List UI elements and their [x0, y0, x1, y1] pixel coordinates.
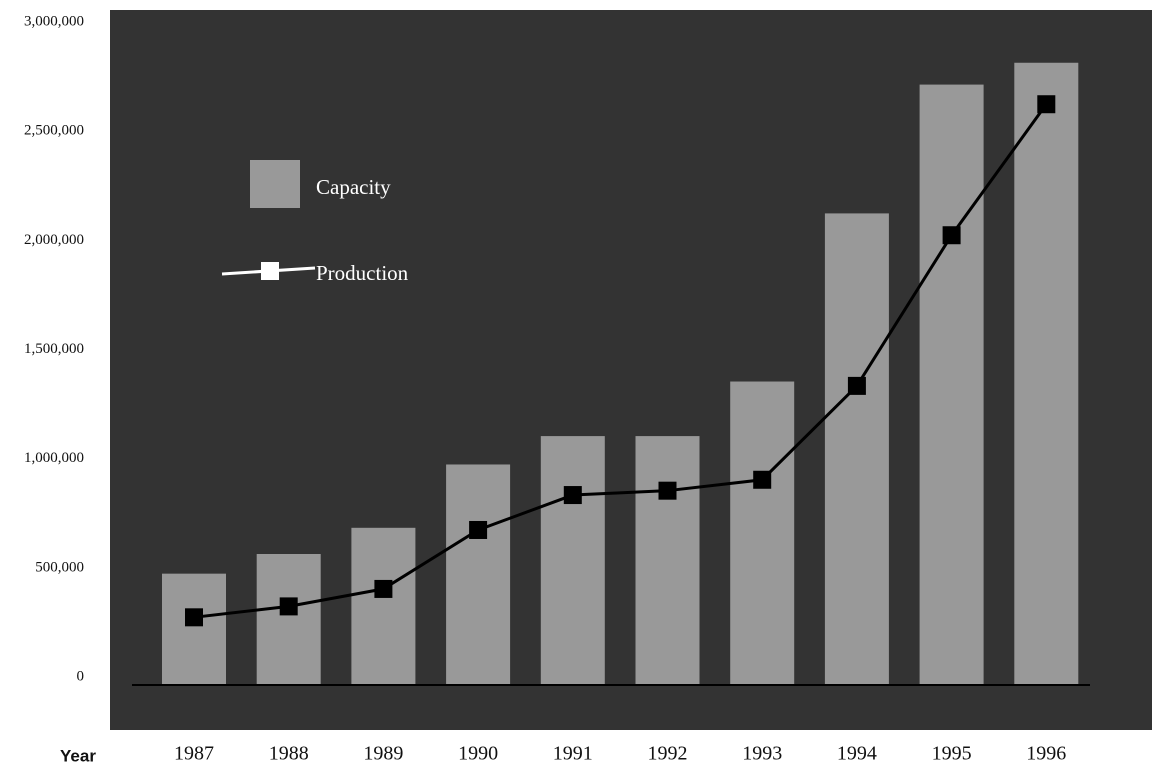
line-marker — [753, 470, 772, 489]
y-tick-label: 500,000 — [35, 559, 84, 575]
legend-swatch — [250, 160, 300, 208]
x-tick-label: 1992 — [648, 743, 688, 765]
bar — [540, 436, 605, 685]
bar — [730, 381, 795, 685]
bar — [635, 436, 700, 685]
line-marker — [563, 486, 582, 505]
bar — [919, 84, 984, 686]
y-tick-label: 1,500,000 — [24, 341, 84, 357]
x-tick-label: 1989 — [363, 743, 403, 765]
line-marker — [1037, 95, 1056, 114]
x-tick-label: 1994 — [837, 743, 877, 765]
line-marker — [279, 597, 298, 616]
x-tick-label: 1996 — [1026, 743, 1066, 765]
bar — [824, 213, 889, 685]
bar — [256, 554, 321, 685]
legend-label: Capacity — [316, 175, 391, 199]
y-tick-label: 0 — [77, 668, 85, 684]
bar — [446, 464, 511, 685]
bar — [162, 573, 226, 685]
x-axis-label: Year — [60, 746, 96, 765]
x-tick-label: 1991 — [553, 743, 593, 765]
y-tick-label: 3,000,000 — [24, 13, 84, 29]
x-tick-label: 1987 — [174, 743, 214, 765]
x-tick-label: 1995 — [932, 743, 972, 765]
bar — [351, 527, 416, 685]
y-tick-label: 2,000,000 — [24, 232, 84, 248]
bar — [1014, 62, 1079, 685]
line-marker — [469, 520, 488, 539]
legend-marker — [261, 262, 279, 280]
line-marker — [942, 226, 961, 245]
line-marker — [185, 608, 203, 627]
y-tick-label: 2,500,000 — [24, 123, 84, 139]
x-tick-label: 1993 — [742, 743, 782, 765]
line-marker — [658, 481, 677, 500]
x-tick-label: 1988 — [269, 743, 309, 765]
line — [193, 103, 1048, 619]
y-tick-label: 1,000,000 — [24, 450, 84, 466]
x-tick-label: 1990 — [458, 743, 498, 765]
line-marker — [847, 376, 866, 395]
legend-label: Production — [316, 261, 409, 285]
line-marker — [374, 579, 393, 598]
